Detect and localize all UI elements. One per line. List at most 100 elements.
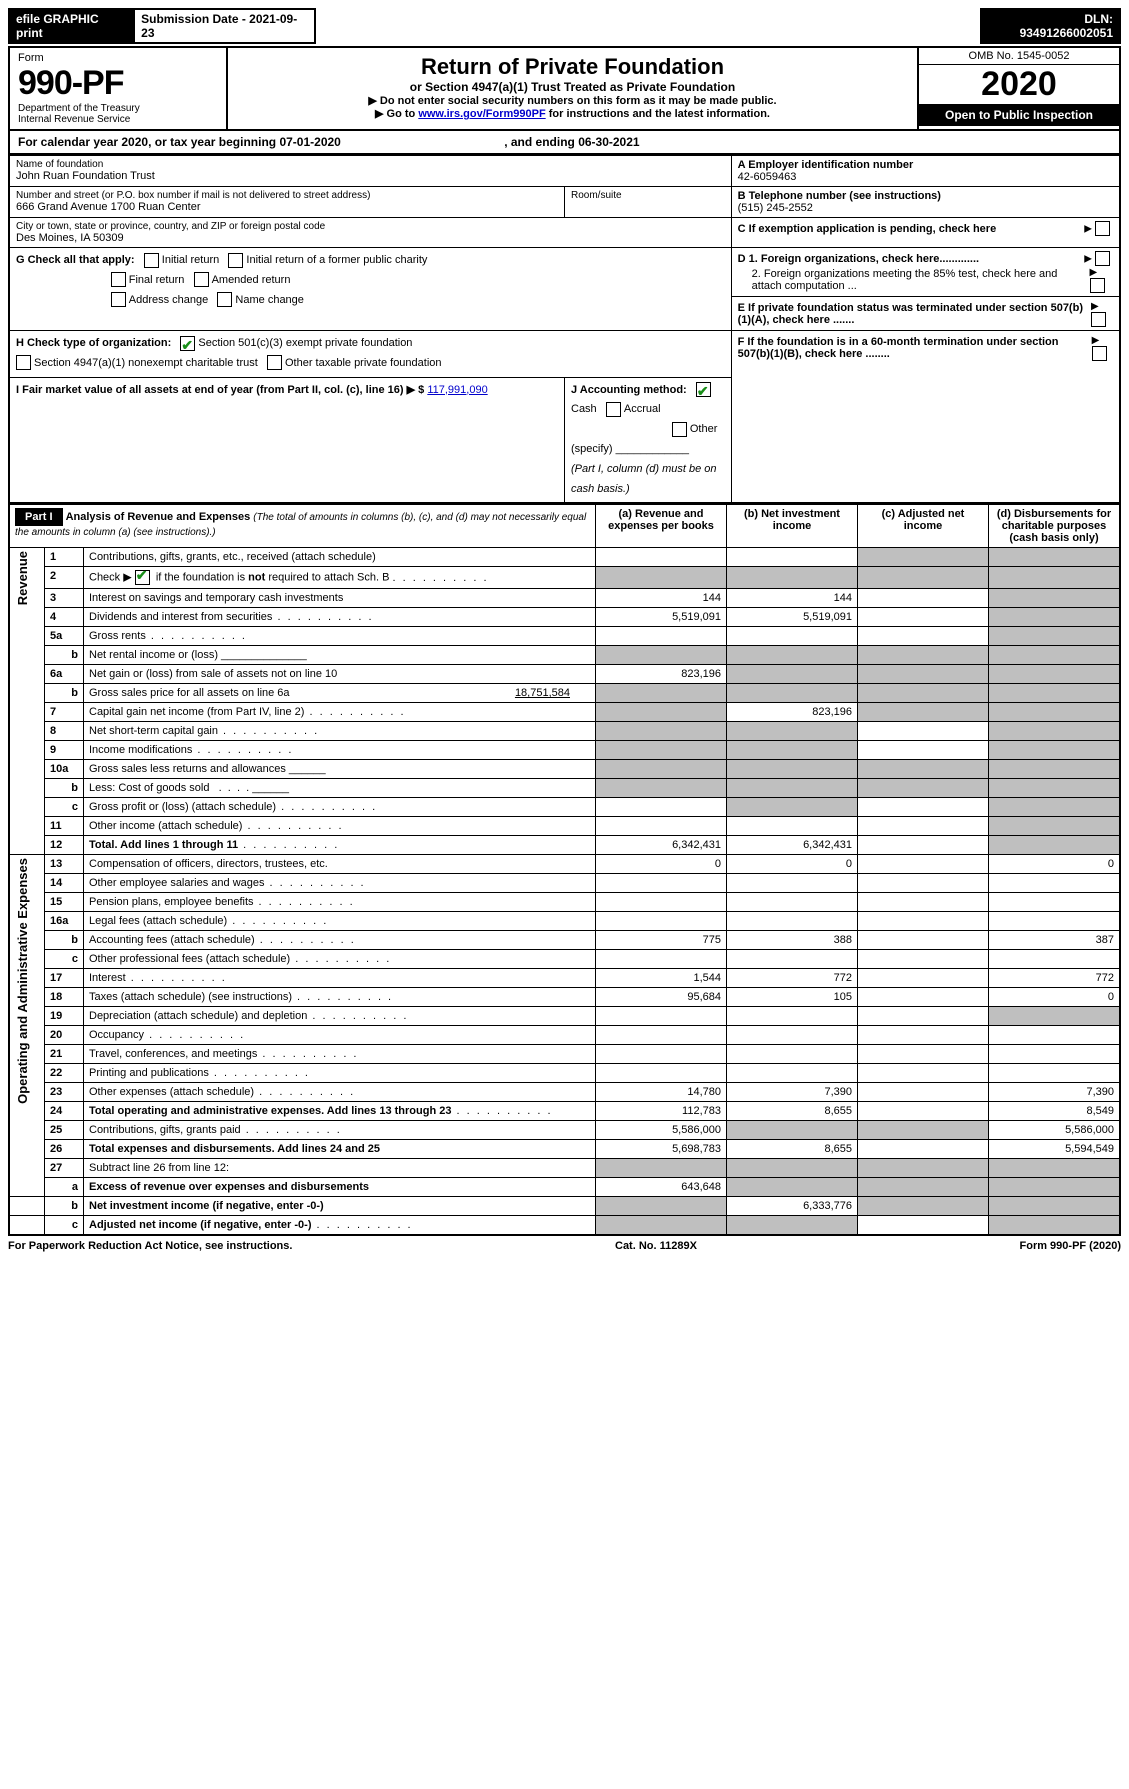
row-18-b: 105 [727, 988, 858, 1007]
row-16b-a: 775 [596, 931, 727, 950]
row-12-num: 12 [45, 836, 84, 855]
row-7-b: 823,196 [727, 703, 858, 722]
instructions-link[interactable]: www.irs.gov/Form990PF [418, 108, 545, 120]
row-16a-num: 16a [45, 912, 84, 931]
row-3-num: 3 [45, 589, 84, 608]
row-25-num: 25 [45, 1121, 84, 1140]
d2-label: 2. Foreign organizations meeting the 85%… [738, 268, 1090, 292]
row-13-num: 13 [45, 855, 84, 874]
lbl-accrual: Accrual [624, 403, 661, 415]
e-checkbox[interactable] [1091, 312, 1106, 327]
form-header: Form 990-PF Department of the Treasury I… [8, 46, 1121, 131]
row-1-num: 1 [45, 548, 84, 567]
chk-4947[interactable] [16, 355, 31, 370]
row-7-num: 7 [45, 703, 84, 722]
foundation-name: John Ruan Foundation Trust [16, 170, 725, 182]
chk-sch-b[interactable] [135, 570, 150, 585]
d1-label: D 1. Foreign organizations, check here..… [738, 253, 979, 265]
row-24-b: 8,655 [727, 1102, 858, 1121]
c-checkbox[interactable] [1095, 221, 1110, 236]
row-10b-num: b [45, 779, 84, 798]
row-9-desc: Income modifications [84, 741, 596, 760]
row-27a-a: 643,648 [596, 1178, 727, 1197]
row-4-b: 5,519,091 [727, 608, 858, 627]
chk-cash[interactable] [696, 382, 711, 397]
street-label: Number and street (or P.O. box number if… [16, 190, 558, 201]
f-checkbox[interactable] [1092, 346, 1107, 361]
row-27b-b: 6,333,776 [727, 1197, 858, 1216]
d2-checkbox[interactable] [1090, 278, 1105, 293]
row-24-num: 24 [45, 1102, 84, 1121]
c-label: C If exemption application is pending, c… [738, 223, 997, 235]
row-10c-desc: Gross profit or (loss) (attach schedule) [84, 798, 596, 817]
row-18-num: 18 [45, 988, 84, 1007]
row-18-d: 0 [989, 988, 1121, 1007]
chk-final[interactable] [111, 272, 126, 287]
row-27-num: 27 [45, 1159, 84, 1178]
row-25-d: 5,586,000 [989, 1121, 1121, 1140]
row-13-a: 0 [596, 855, 727, 874]
name-label: Name of foundation [16, 159, 725, 170]
d1-checkbox[interactable] [1095, 251, 1110, 266]
g-label: G Check all that apply: [16, 254, 135, 266]
row-24-a: 112,783 [596, 1102, 727, 1121]
row-10b-desc: Less: Cost of goods sold . . . . ______ [84, 779, 596, 798]
col-d-header: (d) Disbursements for charitable purpose… [989, 505, 1121, 548]
chk-other-method[interactable] [672, 422, 687, 437]
cal-prefix: For calendar year 2020, or tax year begi… [18, 135, 279, 149]
cal-begin: 07-01-2020 [279, 135, 340, 149]
row-23-desc: Other expenses (attach schedule) [84, 1083, 596, 1102]
lbl-cash: Cash [571, 403, 597, 415]
chk-501c3[interactable] [180, 336, 195, 351]
footer-mid: Cat. No. 11289X [615, 1240, 697, 1252]
row-6b-num: b [45, 684, 84, 703]
lbl-4947: Section 4947(a)(1) nonexempt charitable … [34, 357, 258, 369]
row-24-d: 8,549 [989, 1102, 1121, 1121]
street-value: 666 Grand Avenue 1700 Ruan Center [16, 201, 558, 213]
omb-number: OMB No. 1545-0052 [919, 48, 1119, 65]
row-14-desc: Other employee salaries and wages [84, 874, 596, 893]
row-16c-desc: Other professional fees (attach schedule… [84, 950, 596, 969]
cal-end: 06-30-2021 [578, 135, 639, 149]
row-6a-num: 6a [45, 665, 84, 684]
goto-suffix: for instructions and the latest informat… [549, 108, 770, 120]
row-27b-desc: Net investment income (if negative, ente… [84, 1197, 596, 1216]
tax-year: 2020 [919, 65, 1119, 104]
chk-accrual[interactable] [606, 402, 621, 417]
footer: For Paperwork Reduction Act Notice, see … [8, 1236, 1121, 1252]
ein-value: 42-6059463 [738, 171, 1113, 183]
goto-prefix: ▶ Go to [375, 108, 418, 120]
row-13-b: 0 [727, 855, 858, 874]
row-20-desc: Occupancy [84, 1026, 596, 1045]
row-27-desc: Subtract line 26 from line 12: [84, 1159, 596, 1178]
form-word: Form [18, 52, 218, 64]
row-6a-a: 823,196 [596, 665, 727, 684]
row-8-desc: Net short-term capital gain [84, 722, 596, 741]
form-number: 990-PF [18, 64, 218, 103]
chk-other-tax[interactable] [267, 355, 282, 370]
efile-print-button[interactable]: efile GRAPHIC print [9, 9, 134, 43]
fmv-link[interactable]: 117,991,090 [427, 384, 487, 396]
footer-right: Form 990-PF (2020) [1020, 1240, 1121, 1252]
row-15-desc: Pension plans, employee benefits [84, 893, 596, 912]
chk-name[interactable] [217, 292, 232, 307]
calendar-year-line: For calendar year 2020, or tax year begi… [8, 131, 1121, 155]
info-block: Name of foundation John Ruan Foundation … [8, 155, 1121, 504]
chk-initial[interactable] [144, 253, 159, 268]
row-27c-desc: Adjusted net income (if negative, enter … [84, 1216, 596, 1236]
row-20-num: 20 [45, 1026, 84, 1045]
row-16b-d: 387 [989, 931, 1121, 950]
col-a-header: (a) Revenue and expenses per books [596, 505, 727, 548]
col-c-header: (c) Adjusted net income [858, 505, 989, 548]
row-16c-num: c [45, 950, 84, 969]
row-23-a: 14,780 [596, 1083, 727, 1102]
row-25-desc: Contributions, gifts, grants paid [84, 1121, 596, 1140]
row-22-num: 22 [45, 1064, 84, 1083]
chk-initial-former[interactable] [228, 253, 243, 268]
chk-amended[interactable] [194, 272, 209, 287]
lbl-501c3: Section 501(c)(3) exempt private foundat… [198, 337, 412, 349]
row-4-a: 5,519,091 [596, 608, 727, 627]
chk-address[interactable] [111, 292, 126, 307]
row-12-b: 6,342,431 [727, 836, 858, 855]
j-note: (Part I, column (d) must be on cash basi… [571, 463, 717, 495]
